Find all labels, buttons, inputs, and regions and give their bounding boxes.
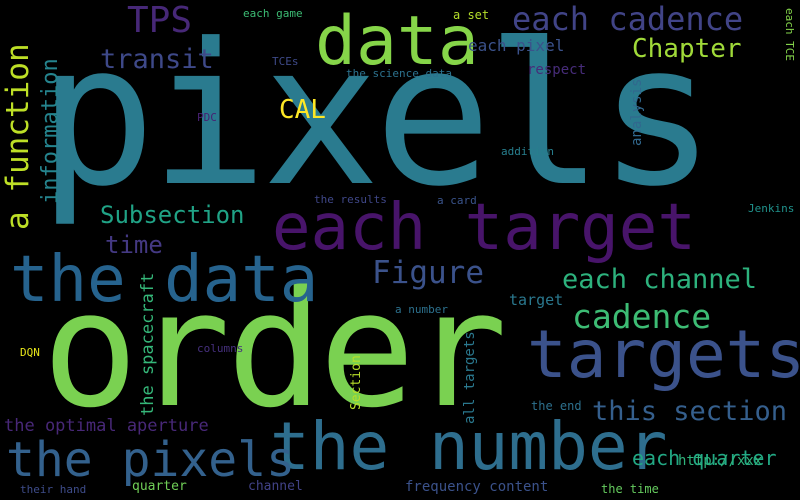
word-a-card: a card — [437, 194, 477, 207]
word-information: information — [38, 58, 63, 204]
word-data: data — [315, 2, 479, 81]
word-section: Section — [349, 355, 364, 410]
word-a-number: a number — [395, 303, 448, 316]
word-their-hand: their hand — [20, 483, 87, 496]
word-http-xxx: http://xxx — [678, 453, 763, 469]
word-each-channel: each channel — [562, 264, 758, 295]
word-the-time: the time — [601, 482, 659, 496]
word-the-science-data: the science data — [346, 67, 452, 80]
word-columns: columns — [197, 342, 244, 355]
word-the-results: the results — [314, 193, 387, 206]
word-jenkins: Jenkins — [748, 202, 795, 215]
word-the-optimal-aperture: the optimal aperture — [4, 416, 209, 436]
word-targets: targets — [527, 316, 800, 393]
word-chapter: Chapter — [632, 34, 742, 64]
word-dqn: DQN — [20, 346, 40, 359]
word-this-section: this section — [592, 396, 788, 427]
word-each-quarter: each quarter — [632, 446, 777, 470]
word-order: order — [42, 256, 508, 443]
word-cadence: cadence — [572, 297, 712, 336]
word-pixels: pixels — [38, 2, 716, 230]
word-tps: TPS — [127, 0, 193, 41]
word-subsection: Subsection — [100, 201, 245, 229]
word-a-function: a function — [0, 43, 36, 230]
word-channel: channel — [248, 479, 303, 494]
word-respect: respect — [527, 62, 587, 78]
word-frequency-content: frequency content — [405, 479, 549, 495]
word-each-pixel: each pixel — [468, 36, 565, 55]
word-the-number: the number — [270, 408, 668, 485]
word-transit: transit — [100, 44, 214, 75]
word-target: target — [509, 291, 564, 309]
word-the-spacecraft: the spacecraft — [138, 272, 158, 416]
word-time: time — [105, 231, 163, 259]
word-analysis: analysis — [629, 78, 645, 146]
word-the-end: the end — [531, 399, 582, 413]
word-all-targets: all targets — [462, 331, 478, 424]
word-each-cadence: each cadence — [512, 0, 744, 38]
word-tces: TCEs — [272, 55, 299, 68]
word-each-game: each game — [243, 7, 303, 20]
word-quarter: quarter — [132, 479, 187, 494]
word-the-data: the data — [10, 243, 319, 317]
word-pdc: PDC — [197, 111, 217, 124]
word-cal: CAL — [279, 95, 326, 125]
word-each-tce: each TCE — [783, 8, 796, 61]
word-addition: addition — [501, 145, 554, 158]
word-a-set: a set — [453, 8, 490, 22]
word-figure: Figure — [372, 255, 484, 291]
word-the-pixels: the pixels — [6, 432, 295, 488]
word-each-target: each target — [272, 191, 696, 265]
